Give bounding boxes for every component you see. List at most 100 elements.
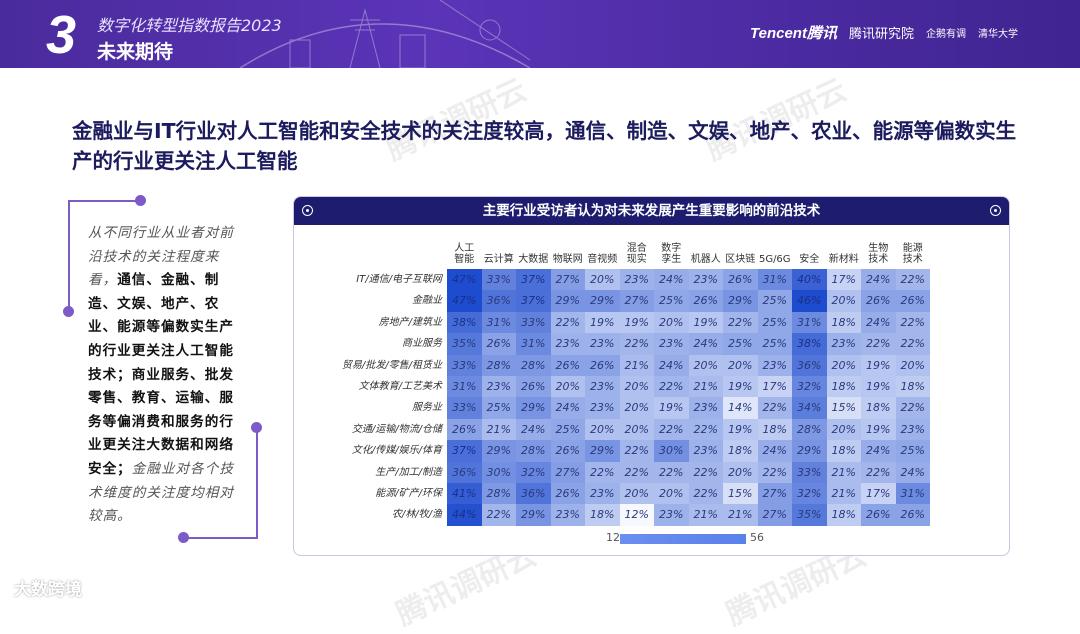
heatmap-cell: 22%	[619, 333, 654, 355]
heatmap-cell: 19%	[619, 311, 654, 334]
heatmap-cell: 29%	[723, 290, 758, 312]
heatmap-cell: 33%	[792, 461, 827, 483]
heatmap-cell: 23%	[654, 504, 689, 526]
heatmap-cell: 26%	[861, 290, 896, 312]
header-banner: 3 数字化转型指数报告2023 未来期待 Tencent腾讯 腾讯研究院 企鹅有…	[0, 0, 1080, 68]
heatmap-cell: 37%	[516, 269, 551, 291]
heatmap-cell: 31%	[757, 269, 792, 291]
heatmap-cell: 26%	[895, 290, 930, 312]
row-label: 文化/传媒/娱乐/体育	[351, 445, 442, 457]
legend-max-label: 56	[750, 531, 764, 544]
heatmap-cell: 29%	[792, 440, 827, 462]
heatmap-cell: 17%	[861, 483, 896, 505]
heatmap-cell: 24%	[516, 418, 551, 441]
heatmap-cell: 29%	[585, 440, 620, 462]
tencent-research-logo: 腾讯研究院	[848, 27, 914, 42]
note-text-bold: 通信、金融、制造、文娱、地产、农业、能源等偏数实生产的行业更关注人工智能技术；商…	[88, 272, 234, 477]
bracket-line	[183, 537, 258, 539]
heatmap-cell: 40%	[792, 269, 827, 291]
bracket-line	[256, 427, 258, 538]
tencent-logo: Tencent腾讯	[750, 25, 837, 42]
heatmap-cell: 26%	[550, 354, 585, 376]
heatmap-cell: 32%	[516, 461, 551, 483]
heatmap-cell: 22%	[688, 461, 723, 483]
bracket-line	[68, 200, 70, 312]
column-header: 安全	[799, 254, 820, 265]
column-header: 区块链	[725, 254, 756, 265]
heatmap-cell: 20%	[619, 376, 654, 398]
heatmap-cell: 17%	[826, 269, 861, 291]
heatmap-cell: 25%	[654, 290, 689, 312]
heatmap-cell: 31%	[481, 311, 516, 334]
heatmap-cell: 25%	[757, 311, 792, 334]
heatmap-cell: 35%	[447, 333, 482, 355]
heatmap-cell: 20%	[688, 354, 723, 376]
heatmap-cell: 36%	[516, 483, 551, 505]
heatmap-cell: 26%	[550, 483, 585, 505]
heatmap-cell: 33%	[447, 354, 482, 376]
chart-title-bar: 主要行业受访者认为对未来发展产生重要影响的前沿技术	[294, 197, 1009, 225]
heatmap-cell: 22%	[861, 461, 896, 483]
chart-title: 主要行业受访者认为对未来发展产生重要影响的前沿技术	[482, 203, 821, 219]
heatmap-cell: 24%	[654, 269, 689, 291]
row-label: 能源/矿产/环保	[375, 488, 442, 499]
heatmap-cell: 26%	[585, 354, 620, 376]
heatmap-cell: 32%	[792, 483, 827, 505]
row-label: 贸易/批发/零售/租赁业	[341, 359, 442, 371]
heatmap-cell: 22%	[585, 461, 620, 483]
heatmap-cell: 20%	[826, 418, 861, 441]
heatmap-cell: 20%	[723, 354, 758, 376]
footer-brand: 大数跨境	[14, 580, 82, 600]
heatmap-cell: 31%	[447, 376, 482, 398]
heatmap-cell: 20%	[619, 418, 654, 441]
heatmap-cell: 29%	[550, 290, 585, 312]
heatmap-cell: 18%	[826, 504, 861, 526]
heatmap-cell: 29%	[516, 504, 551, 526]
bracket-dot	[135, 195, 146, 206]
heatmap-cell: 22%	[550, 311, 585, 334]
row-label: 商业服务	[402, 338, 442, 350]
heatmap-cell: 27%	[757, 504, 792, 526]
heatmap-cell: 22%	[895, 397, 930, 419]
heatmap-cell: 46%	[792, 290, 827, 312]
bracket-dot	[251, 422, 262, 433]
heatmap-cell: 20%	[723, 461, 758, 483]
heatmap-cell: 23%	[585, 376, 620, 398]
heatmap-cell: 15%	[826, 397, 861, 419]
heatmap-cell: 20%	[585, 269, 620, 291]
heatmap-cell: 34%	[792, 397, 827, 419]
heatmap-cell: 23%	[654, 333, 689, 355]
row-label: 金融业	[412, 295, 442, 307]
heatmap-cell: 22%	[619, 440, 654, 462]
column-header: 机器人	[690, 254, 721, 265]
heatmap-cell: 24%	[861, 311, 896, 334]
heatmap-cell: 23%	[688, 269, 723, 291]
note-text: 从不同行业从业者对前沿技术的关注程度来看，	[88, 225, 234, 289]
heatmap-cell: 21%	[723, 504, 758, 526]
insight-note: 从不同行业从业者对前沿技术的关注程度来看，通信、金融、制造、文娱、地产、农业、能…	[88, 222, 248, 529]
heatmap-cell: 19%	[654, 397, 689, 419]
heatmap-cell: 25%	[895, 440, 930, 462]
column-header: 生物技术	[868, 243, 889, 265]
bracket-dot	[63, 306, 74, 317]
heatmap-cell: 31%	[895, 483, 930, 505]
column-header: 云计算	[483, 254, 514, 265]
heatmap-cell: 18%	[826, 311, 861, 334]
heatmap-cell: 33%	[447, 397, 482, 419]
heatmap-cell: 26%	[688, 290, 723, 312]
heatmap-cell: 17%	[757, 376, 792, 398]
note-text: 金融业对各个技术维度的关注度均相对较高。	[88, 460, 234, 525]
column-header: 物联网	[552, 254, 583, 265]
heatmap-cell: 23%	[585, 397, 620, 419]
heatmap-cell: 22%	[861, 333, 896, 355]
heatmap-cell: 28%	[516, 354, 551, 376]
heatmap-cell: 24%	[895, 461, 930, 483]
tsinghua-logo: 清华大学	[977, 29, 1018, 40]
heatmap-cell: 18%	[723, 440, 758, 462]
heatmap-cell: 36%	[481, 290, 516, 312]
column-header: 5G/6G	[758, 254, 791, 265]
heatmap-cell: 19%	[688, 311, 723, 334]
bracket-dot	[178, 532, 189, 543]
heatmap-cell: 30%	[481, 461, 516, 483]
column-header: 大数据	[518, 254, 549, 265]
